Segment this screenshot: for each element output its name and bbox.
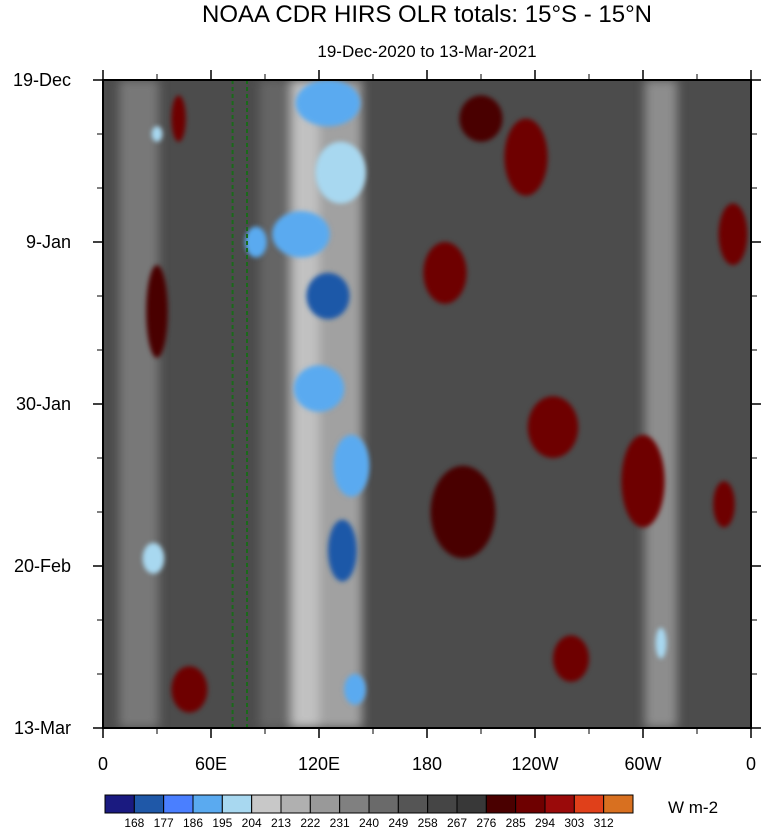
olr-feature <box>553 635 589 682</box>
olr-feature <box>333 434 370 497</box>
plot-area <box>103 80 751 728</box>
y-tick-label: 30-Jan <box>16 394 71 414</box>
colorbar-level-label: 195 <box>212 816 232 830</box>
convective-band <box>259 80 289 728</box>
x-tick-label: 180 <box>412 754 442 774</box>
colorbar-level-label: 177 <box>154 816 174 830</box>
colorbar-swatch <box>573 794 605 814</box>
x-tick-label: 0 <box>98 754 108 774</box>
olr-feature <box>272 211 330 258</box>
olr-feature <box>315 141 366 204</box>
colorbar-level-label: 249 <box>388 816 408 830</box>
colorbar-level-label: 222 <box>300 816 320 830</box>
colorbar-swatch <box>192 794 223 814</box>
olr-feature <box>344 674 366 705</box>
olr-feature <box>504 118 548 196</box>
colorbar-level-label: 186 <box>183 816 203 830</box>
colorbar-level-label: 213 <box>271 816 291 830</box>
chart-title: NOAA CDR HIRS OLR totals: 15°S - 15°N <box>202 1 652 28</box>
colorbar-swatch <box>397 794 429 814</box>
colorbar-swatch <box>309 794 341 814</box>
olr-feature <box>171 95 186 142</box>
olr-feature <box>459 95 503 142</box>
olr-feature <box>718 203 748 266</box>
olr-feature <box>146 265 168 358</box>
colorbar-swatch <box>104 794 135 814</box>
olr-feature <box>151 126 163 142</box>
colorbar-swatch <box>427 794 458 814</box>
x-tick-label: 60E <box>195 754 227 774</box>
colorbar-swatch <box>221 794 253 814</box>
colorbar-level-label: 258 <box>418 816 438 830</box>
x-tick-label: 120E <box>298 754 340 774</box>
colorbar-level-label: 240 <box>359 816 379 830</box>
x-tick-label: 120W <box>511 754 558 774</box>
colorbar-swatch <box>485 794 517 814</box>
olr-feature <box>713 481 735 528</box>
olr-feature <box>245 226 267 258</box>
colorbar-swatch <box>133 794 165 814</box>
colorbar-swatch <box>603 794 634 814</box>
colorbar-level-label: 168 <box>124 816 144 830</box>
convective-band <box>644 80 678 728</box>
olr-feature <box>430 465 496 559</box>
y-tick-label: 20-Feb <box>14 556 71 576</box>
olr-feature <box>655 627 667 659</box>
convective-band <box>119 80 159 728</box>
colorbar-swatch <box>544 794 575 814</box>
colorbar-level-label: 303 <box>564 816 584 830</box>
olr-feature <box>527 396 579 458</box>
colorbar-level-label: 285 <box>506 816 526 830</box>
colorbar: 168 177 186 195 204 213 222 231 240 249 258 267 276 2… <box>104 794 634 830</box>
colorbar-swatch <box>456 794 487 814</box>
plot-background <box>103 80 751 728</box>
colorbar-swatch <box>339 794 370 814</box>
colorbar-swatch <box>251 794 282 814</box>
colorbar-swatch <box>368 794 399 814</box>
y-tick-label: 19-Dec <box>13 70 71 90</box>
colorbar-unit: W m-2 <box>668 798 718 817</box>
olr-feature <box>171 666 208 713</box>
colorbar-level-label: 267 <box>447 816 467 830</box>
olr-feature <box>328 519 357 582</box>
colorbar-level-label: 312 <box>594 816 614 830</box>
colorbar-level-label: 204 <box>242 816 262 830</box>
y-tick-label: 13-Mar <box>14 718 71 738</box>
olr-feature <box>423 242 467 304</box>
y-tick-label: 9-Jan <box>26 232 71 252</box>
colorbar-level-label: 276 <box>476 816 496 830</box>
x-tick-label: 60W <box>624 754 661 774</box>
colorbar-swatch <box>163 794 194 814</box>
x-tick-label: 0 <box>746 754 756 774</box>
colorbar-swatch <box>515 794 546 814</box>
olr-feature <box>306 272 350 320</box>
olr-feature <box>142 542 165 574</box>
colorbar-level-label: 231 <box>330 816 350 830</box>
olr-feature <box>621 434 665 528</box>
chart-subtitle: 19-Dec-2020 to 13-Mar-2021 <box>317 42 536 61</box>
colorbar-level-label: 294 <box>535 816 555 830</box>
olr-feature <box>295 80 361 127</box>
colorbar-swatch <box>280 794 311 814</box>
olr-feature <box>293 365 345 412</box>
